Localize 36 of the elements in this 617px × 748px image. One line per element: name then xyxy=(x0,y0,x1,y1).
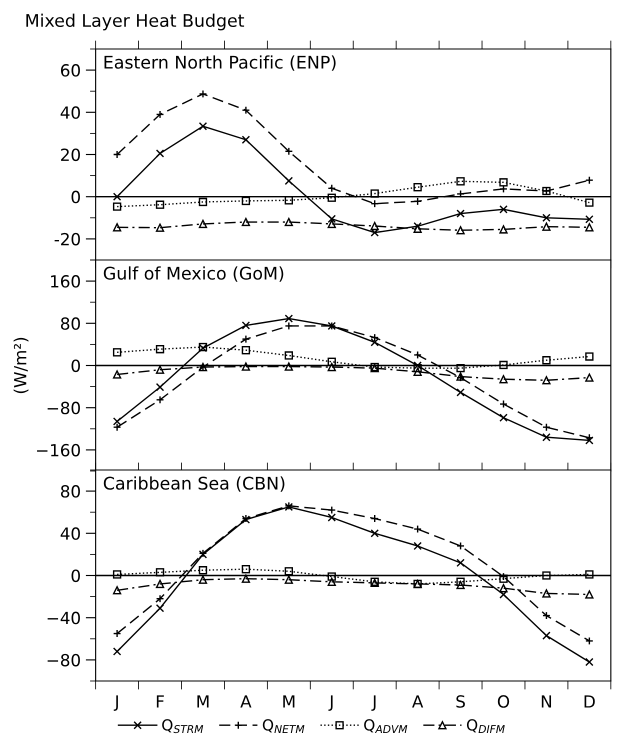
x-tick-label: M xyxy=(197,695,209,708)
y-tick-label: −40 xyxy=(48,612,80,624)
x-tick-label: J xyxy=(114,695,118,711)
annotation: Caribbean Sea (CBN) xyxy=(104,476,284,492)
y-tick-label: −80 xyxy=(48,402,80,414)
x-tick-label: J xyxy=(371,695,376,711)
x-tick-label: O xyxy=(498,695,510,708)
x-tick-label: M xyxy=(283,695,294,708)
annotation: Eastern North Pacific (ENP) xyxy=(104,55,336,71)
y-tick-label: 0 xyxy=(72,359,80,372)
x-tick-label: J xyxy=(328,695,333,711)
legend-label: Q$_{STRM}$ xyxy=(162,719,204,734)
x-tick-label: S xyxy=(456,695,465,708)
y-tick-label: -20 xyxy=(54,232,80,246)
y-tick-label: 0 xyxy=(72,190,80,204)
y-tick-label: 40 xyxy=(60,527,80,540)
y-tick-label: 80 xyxy=(60,317,80,330)
y-tick-label: 40 xyxy=(60,106,80,119)
y-tick-label: 80 xyxy=(60,485,80,498)
y-tick-label: 160 xyxy=(51,275,80,288)
y-axis-title: (W/m²) xyxy=(14,338,28,394)
legend-label: Q$_{NETM}$ xyxy=(262,719,304,733)
x-tick-label: A xyxy=(412,695,424,708)
annotation: Gulf of Mexico (GoM) xyxy=(104,266,284,282)
chart-title: Mixed Layer Heat Budget xyxy=(26,14,244,30)
y-tick-label: −80 xyxy=(48,654,80,666)
legend-label: Q$_{ADVM}$ xyxy=(364,719,408,733)
x-tick-label: F xyxy=(156,695,164,708)
y-tick-label: −160 xyxy=(37,444,80,456)
x-tick-label: D xyxy=(584,695,595,708)
x-tick-label: N xyxy=(542,695,552,708)
legend-label: Q$_{DIFM}$ xyxy=(466,719,505,733)
y-tick-label: 0 xyxy=(72,569,80,582)
y-tick-label: 60 xyxy=(61,64,80,77)
x-tick-label: A xyxy=(240,695,252,708)
y-tick-label: 20 xyxy=(61,148,80,162)
